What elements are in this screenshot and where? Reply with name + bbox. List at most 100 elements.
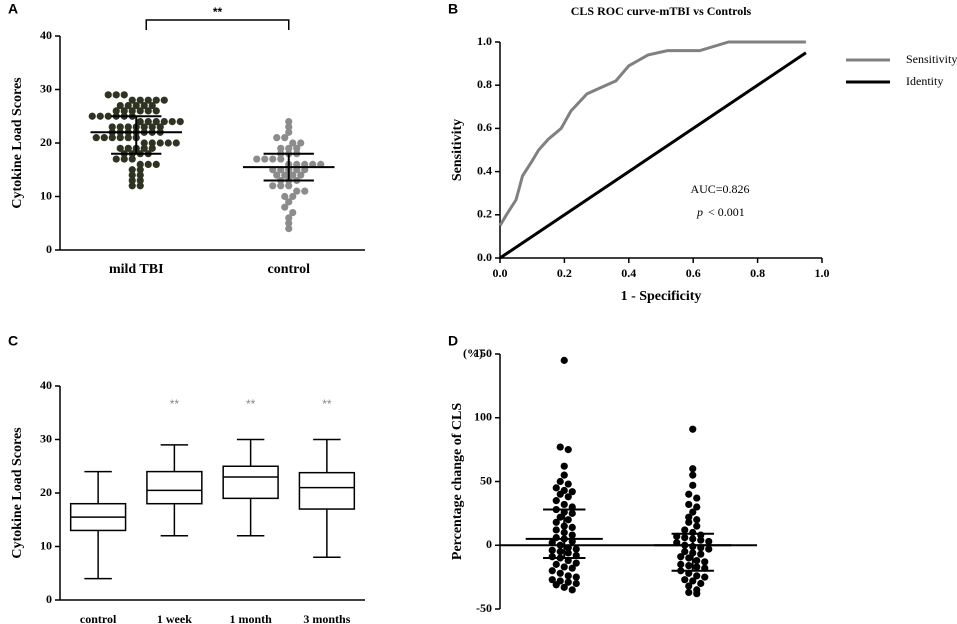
y-tick-label: 10 — [40, 188, 52, 202]
panel-label: C — [8, 333, 18, 349]
dot — [285, 198, 293, 206]
dot — [116, 144, 124, 152]
dot — [552, 518, 560, 526]
dot — [693, 572, 701, 580]
x-tick-label: control — [267, 262, 310, 277]
dot — [685, 500, 693, 509]
dot — [697, 579, 705, 588]
dot — [301, 187, 309, 195]
dot — [693, 494, 701, 502]
panel-label: A — [8, 1, 18, 17]
dot — [152, 118, 160, 126]
dot — [556, 548, 564, 556]
dot — [281, 171, 289, 179]
dot — [568, 564, 576, 572]
dot — [108, 123, 116, 131]
dot — [136, 182, 144, 190]
dot — [564, 572, 572, 580]
dot — [148, 144, 156, 152]
dot — [564, 446, 572, 454]
dot — [572, 573, 580, 581]
dot — [273, 171, 281, 179]
y-axis-label: Cytokine Load Scores — [10, 427, 25, 559]
dot — [568, 523, 576, 532]
dot — [104, 91, 112, 99]
dot — [136, 176, 144, 185]
dot — [693, 563, 701, 571]
dot — [556, 477, 564, 486]
y-tick-label: 50 — [480, 473, 492, 487]
dot — [564, 544, 572, 552]
dot — [108, 134, 116, 142]
dot — [277, 182, 285, 190]
dot — [552, 581, 560, 589]
dot — [152, 107, 160, 115]
dot — [681, 576, 689, 584]
x-axis-label: 1 - Specificity — [621, 289, 702, 304]
dot — [285, 182, 293, 190]
dot — [160, 96, 168, 104]
dot — [560, 500, 568, 509]
dot — [112, 107, 120, 115]
significance: ** — [246, 397, 256, 411]
x-tick-label: 0.8 — [750, 266, 765, 280]
dot — [564, 549, 572, 557]
dot — [693, 503, 701, 511]
x-tick-label: 3 months — [669, 621, 716, 624]
dot — [148, 101, 156, 110]
dot — [136, 107, 144, 115]
dot — [285, 219, 293, 227]
dot — [140, 101, 148, 110]
dot — [116, 134, 124, 142]
dot — [689, 481, 697, 489]
y-tick-label: 40 — [40, 378, 52, 392]
dot — [285, 128, 293, 136]
dot — [277, 155, 285, 163]
dot — [548, 553, 556, 561]
box — [222, 465, 279, 500]
y-tick-label: 30 — [40, 431, 52, 445]
line — [498, 40, 806, 227]
dot — [548, 546, 556, 554]
dot — [285, 225, 293, 233]
dot — [297, 139, 305, 147]
y-tick-label: 0 — [46, 242, 52, 256]
dot — [176, 118, 184, 126]
dot — [172, 139, 180, 147]
dot — [289, 192, 297, 201]
dot — [705, 545, 713, 553]
dot — [152, 96, 160, 104]
box — [146, 470, 203, 505]
annotation: AUC=0.826 — [690, 182, 749, 196]
y-tick-label: 100 — [474, 410, 492, 424]
dot — [564, 480, 572, 488]
y-axis-label: Sensitivity — [450, 119, 465, 181]
dot — [124, 134, 132, 142]
legend-label: Identity — [906, 74, 943, 88]
dot — [297, 171, 305, 179]
dot — [277, 144, 285, 152]
dot — [148, 123, 156, 131]
dot — [689, 425, 697, 433]
dot — [693, 556, 701, 565]
y-tick-label: 20 — [40, 135, 52, 149]
dot — [685, 518, 693, 526]
dot — [116, 123, 124, 131]
dot — [88, 112, 96, 120]
significance: ** — [170, 397, 180, 411]
dot — [100, 134, 108, 142]
dot — [556, 490, 564, 498]
dot — [124, 101, 132, 110]
dot — [705, 537, 713, 546]
dot — [289, 139, 297, 147]
dot — [128, 171, 136, 179]
dot — [568, 488, 576, 496]
y-tick-label: 40 — [40, 28, 52, 42]
x-tick-label: 1 week — [157, 612, 192, 624]
x-tick-label: 1.0 — [815, 266, 830, 280]
dot — [564, 578, 572, 586]
dot — [560, 471, 568, 479]
y-tick-label: 0.4 — [477, 163, 492, 177]
dot — [693, 590, 701, 598]
annotation: p — [696, 205, 703, 219]
